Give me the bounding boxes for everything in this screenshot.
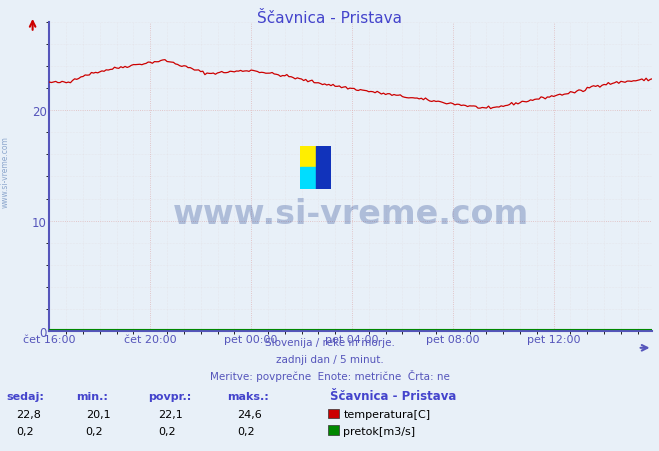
Text: temperatura[C]: temperatura[C] xyxy=(343,409,430,419)
Text: 24,6: 24,6 xyxy=(237,409,262,419)
Text: 0,2: 0,2 xyxy=(237,426,255,436)
Text: 22,8: 22,8 xyxy=(16,409,42,419)
Polygon shape xyxy=(316,147,331,189)
Text: www.si-vreme.com: www.si-vreme.com xyxy=(1,135,10,207)
Text: 0,2: 0,2 xyxy=(16,426,34,436)
Text: 20,1: 20,1 xyxy=(86,409,110,419)
Text: Slovenija / reke in morje.: Slovenija / reke in morje. xyxy=(264,337,395,347)
Text: povpr.:: povpr.: xyxy=(148,391,192,401)
Text: 0,2: 0,2 xyxy=(86,426,103,436)
Text: maks.:: maks.: xyxy=(227,391,269,401)
Text: min.:: min.: xyxy=(76,391,107,401)
Text: zadnji dan / 5 minut.: zadnji dan / 5 minut. xyxy=(275,354,384,364)
Text: sedaj:: sedaj: xyxy=(7,391,44,401)
Text: 22,1: 22,1 xyxy=(158,409,183,419)
Text: pretok[m3/s]: pretok[m3/s] xyxy=(343,426,415,436)
Text: www.si-vreme.com: www.si-vreme.com xyxy=(173,198,529,230)
Polygon shape xyxy=(300,147,316,168)
Text: 0,2: 0,2 xyxy=(158,426,176,436)
Text: Ščavnica - Pristava: Ščavnica - Pristava xyxy=(257,11,402,26)
Text: Meritve: povprečne  Enote: metrične  Črta: ne: Meritve: povprečne Enote: metrične Črta:… xyxy=(210,369,449,381)
Text: Ščavnica - Pristava: Ščavnica - Pristava xyxy=(330,389,456,402)
Polygon shape xyxy=(300,168,316,189)
